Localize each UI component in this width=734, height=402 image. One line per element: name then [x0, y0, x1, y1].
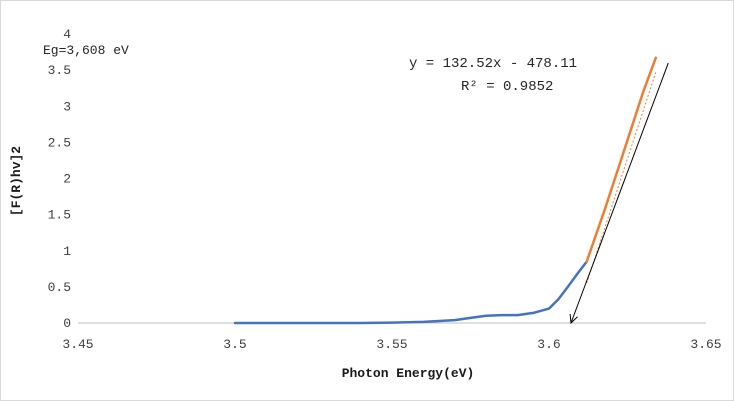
y-tick-label: 4 — [63, 27, 71, 42]
y-tick-label: 0 — [63, 316, 71, 331]
x-tick-label: 3.5 — [223, 337, 246, 352]
band-gap-annotation: Eg=3,608 eV — [43, 43, 129, 58]
y-axis-title: [F(R)hv]2 — [9, 146, 24, 216]
y-tick-label: 1.5 — [48, 208, 71, 223]
y-tick-labels: 0 0.5 1 1.5 2 2.5 3 3.5 4 — [48, 27, 72, 331]
y-tick-label: 2 — [63, 172, 71, 187]
linear-trendline — [586, 72, 657, 284]
trendline-r-squared: R² = 0.9852 — [461, 79, 553, 95]
series-layer — [233, 56, 658, 325]
x-tick-label: 3.65 — [690, 337, 721, 352]
y-tick-label: 3.5 — [48, 63, 71, 78]
linear-region-curve — [585, 56, 658, 263]
tangent-arrowhead — [569, 313, 578, 325]
y-tick-label: 1 — [63, 244, 71, 259]
x-tick-label: 3.6 — [537, 337, 560, 352]
y-tick-label: 2.5 — [48, 135, 71, 150]
x-tick-label: 3.45 — [62, 337, 93, 352]
trendline-equation: y = 132.52x - 478.11 — [409, 56, 577, 72]
x-tick-labels: 3.45 3.5 3.55 3.6 3.65 — [62, 337, 721, 352]
y-tick-label: 0.5 — [48, 280, 71, 295]
x-axis-title: Photon Energy(eV) — [342, 366, 475, 381]
y-tick-label: 3 — [63, 99, 71, 114]
tangent-line — [570, 62, 669, 324]
absorption-curve — [233, 260, 588, 325]
x-tick-label: 3.55 — [376, 337, 407, 352]
